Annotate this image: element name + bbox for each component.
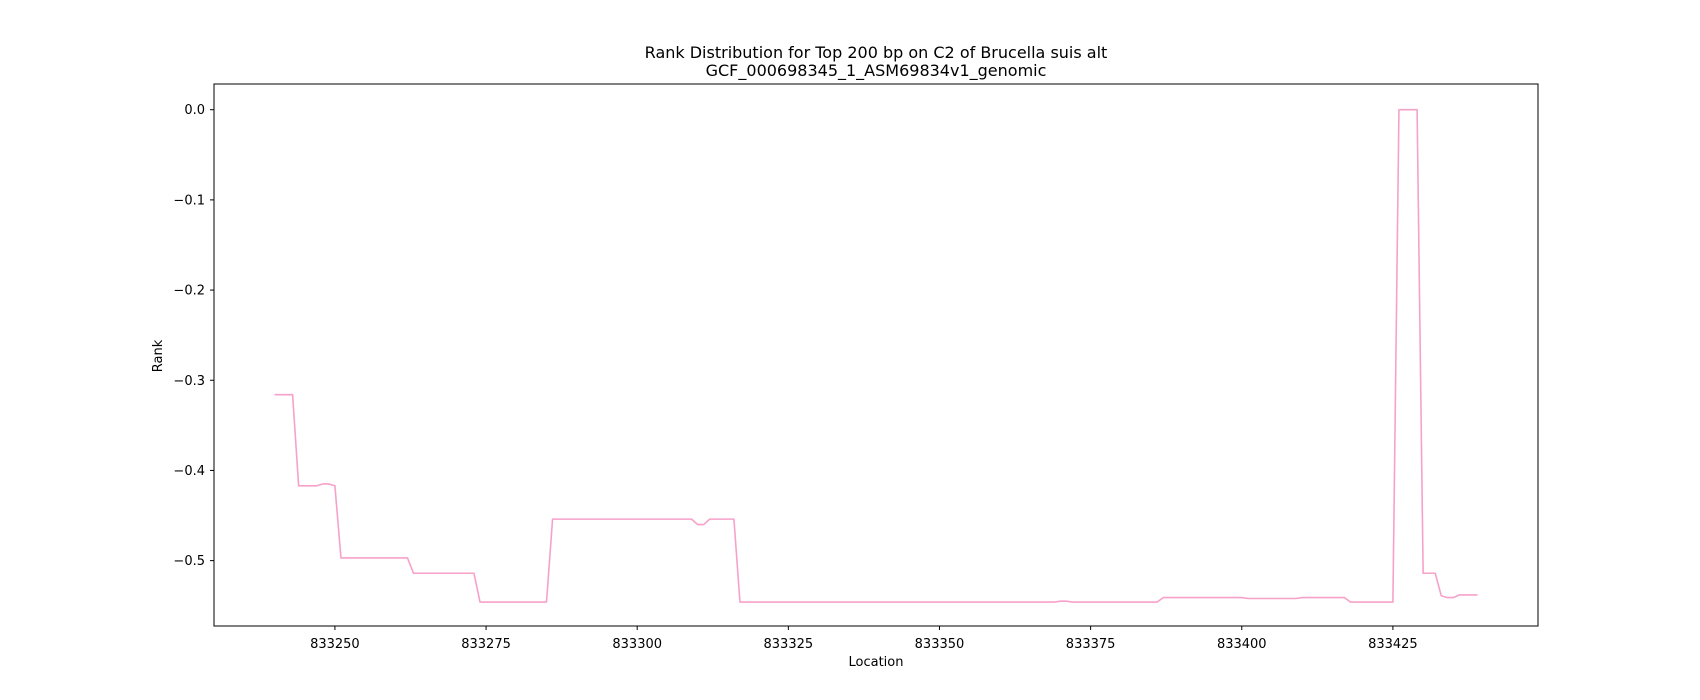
x-tick-label: 833275 [461,637,511,652]
x-axis-label: Location [849,655,904,670]
x-tick-label: 833350 [915,637,965,652]
y-tick-label: −0.1 [173,193,205,208]
y-axis: 0.0 −0.1 −0.2 −0.3 −0.4 −0.5 [173,103,214,569]
series-line [274,108,1478,603]
chart-title-line-1: Rank Distribution for Top 200 bp on C2 o… [645,43,1108,62]
y-tick-label: −0.3 [173,374,205,389]
x-axis: 833250 833275 833300 833325 833350 833375 8334… [310,626,1418,652]
y-tick-label: 0.0 [184,103,205,118]
y-tick-label: −0.2 [173,284,205,299]
series-layer [274,108,1478,603]
chart-title-line-2: GCF_000698345_1_ASM69834v1_genomic [706,61,1047,81]
x-tick-label: 833250 [310,637,360,652]
plot-area [213,83,1539,627]
y-axis-label: Rank [151,339,166,372]
x-tick-label: 833375 [1066,637,1116,652]
y-tick-label: −0.5 [173,554,205,569]
x-tick-label: 833325 [764,637,814,652]
x-tick-label: 833300 [612,637,662,652]
y-tick-label: −0.4 [173,464,205,479]
x-tick-label: 833400 [1217,637,1267,652]
x-tick-label: 833425 [1368,637,1418,652]
